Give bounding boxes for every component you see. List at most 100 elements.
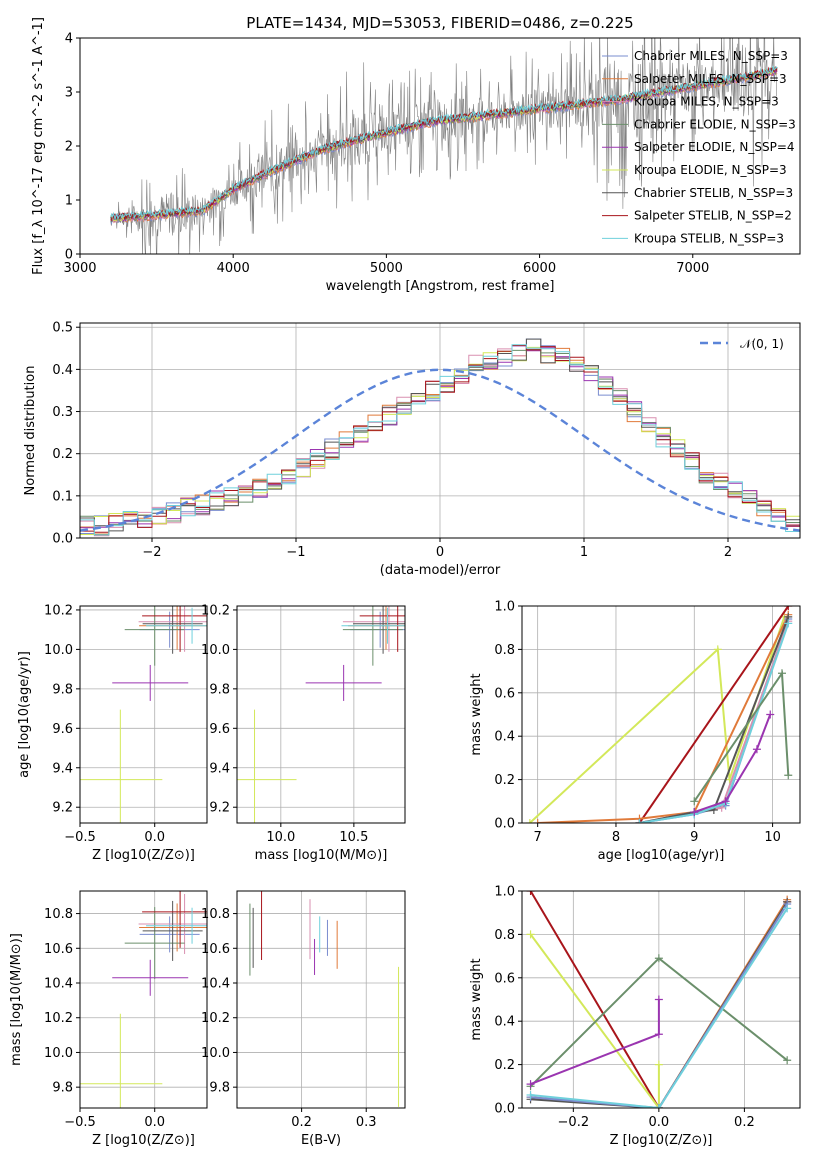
y-tick-label: 4 — [65, 32, 73, 47]
y-tick-label: 0.5 — [52, 321, 73, 336]
x-tick-label: 0.0 — [144, 1115, 165, 1130]
weight-series-8 — [693, 714, 772, 814]
x-tick-label: 10 — [764, 830, 781, 845]
weight-marker — [654, 1030, 663, 1039]
x-tick-label: 4000 — [217, 261, 250, 276]
y-tick-label: 9.8 — [209, 682, 230, 697]
y-tick-label: 0.4 — [52, 363, 73, 378]
weight-marker — [525, 819, 534, 823]
y-tick-label: 9.2 — [52, 801, 73, 816]
y-tick-label: 10.0 — [201, 1046, 230, 1061]
legend-label: Salpeter ELODIE, N_SSP=4 — [634, 140, 795, 154]
weight-series-5 — [639, 620, 790, 823]
panel-1: 3000 4000 5000 6000 7000 0 1 2 3 4 PLATE=1434, MJD… — [31, 14, 801, 294]
x-axis-label: wavelength [Angstrom, rest frame] — [326, 279, 555, 294]
y-tick-label: 0.2 — [494, 773, 515, 788]
weight-series-1 — [529, 616, 786, 823]
legend-label: Salpeter MILES, N_SSP=3 — [634, 72, 787, 86]
x-axis-label: (data-model)/error — [380, 563, 501, 578]
x-axis-label: Z [log10(Z/Z⊙)] — [92, 1133, 195, 1148]
y-tick-label: 0 — [65, 248, 73, 263]
weight-marker — [766, 710, 775, 719]
y-tick-label: 0.6 — [494, 971, 515, 986]
x-tick-label: −0.2 — [558, 1115, 590, 1130]
y-tick-label: 10.2 — [44, 603, 73, 618]
x-tick-label: 6000 — [523, 261, 556, 276]
plot-area — [110, 38, 778, 254]
y-tick-label: 0.0 — [52, 532, 73, 547]
y-tick-label: 10.2 — [201, 1011, 230, 1026]
weight-series-3 — [537, 614, 790, 823]
y-tick-label: 9.8 — [52, 682, 73, 697]
x-axis-label: age [log10(age/yr)] — [598, 848, 725, 863]
observed-spectrum — [110, 38, 777, 254]
panel-2: −2 −1 0 1 2 0.0 0.1 0.2 0.3 0.4 0.5 (data-model)/er… — [23, 321, 801, 578]
legend-label: Kroupa MILES, N_SSP=3 — [634, 95, 779, 109]
y-tick-label: 0.2 — [52, 447, 73, 462]
y-axis-label: Flux [f_λ 10^-17 erg cm^-2 s^-1 A^-1] — [31, 17, 46, 275]
weight-marker — [784, 619, 793, 628]
y-tick-label: 10.8 — [44, 907, 73, 922]
y-tick-label: 10.0 — [201, 643, 230, 658]
x-tick-label: 0.2 — [291, 1115, 312, 1130]
y-tick-label: 1.0 — [494, 600, 515, 615]
y-tick-label: 10.6 — [201, 942, 230, 957]
legend-label: Chabrier STELIB, N_SSP=3 — [634, 186, 793, 200]
weight-series-7 — [639, 623, 790, 823]
weight-marker — [526, 1090, 535, 1099]
panel-5: 7 8 9 10 0.0 0.2 0.4 0.6 0.8 1.0 age [log10(age/yr… — [469, 600, 801, 863]
y-tick-label: 0.6 — [494, 686, 515, 701]
x-tick-label: 0 — [436, 545, 444, 560]
legend-label: 𝒩(0, 1) — [740, 337, 784, 351]
y-tick-label: 0.8 — [494, 928, 515, 943]
weight-marker — [533, 819, 542, 823]
y-tick-label: 10.4 — [201, 977, 230, 992]
y-axis-label: Normed distribution — [23, 366, 38, 496]
legend-label: Chabrier ELODIE, N_SSP=3 — [634, 117, 796, 131]
histogram-series-9 — [80, 344, 800, 536]
y-tick-label: 10.6 — [44, 942, 73, 957]
panel-7: 0.2 0.3 9.8 10.0 10.2 10.4 10.6 10.8 E(B-V) — [201, 890, 406, 1148]
y-axis-label: age [log10(age/yr)] — [17, 651, 32, 778]
weight-marker — [526, 891, 535, 895]
axes-frame — [521, 890, 801, 1109]
axes-frame — [79, 37, 801, 255]
plot-area — [80, 338, 800, 537]
y-tick-label: 9.2 — [209, 801, 230, 816]
axes-frame — [236, 605, 406, 824]
y-tick-label: 0.2 — [494, 1058, 515, 1073]
x-tick-label: 0.3 — [356, 1115, 377, 1130]
y-tick-label: 1 — [65, 194, 73, 209]
y-tick-label: 0.0 — [494, 1102, 515, 1117]
y-tick-label: 9.6 — [209, 722, 230, 737]
x-tick-label: 7000 — [676, 261, 709, 276]
legend-label: Kroupa STELIB, N_SSP=3 — [634, 231, 784, 245]
y-axis-label: mass weight — [469, 958, 484, 1040]
x-tick-label: 0.0 — [649, 1115, 670, 1130]
weight-marker — [654, 1104, 663, 1108]
x-tick-label: −2 — [142, 545, 161, 560]
legend-label: Kroupa ELODIE, N_SSP=3 — [634, 163, 787, 177]
weight-marker — [777, 669, 786, 678]
panel-6: −0.5 0.0 9.8 10.0 10.2 10.4 10.6 10.8 Z [log10(Z… — [9, 890, 208, 1148]
y-tick-label: 0.1 — [52, 489, 73, 504]
model-series-9 — [110, 65, 778, 221]
weight-series-7 — [530, 903, 789, 1108]
x-tick-label: −1 — [286, 545, 305, 560]
y-tick-label: 0.4 — [494, 730, 515, 745]
weight-series-8 — [530, 907, 789, 1108]
weight-marker — [526, 930, 535, 939]
x-tick-label: −0.5 — [64, 830, 96, 845]
y-tick-label: 1.0 — [494, 885, 515, 900]
x-tick-label: 2 — [724, 545, 732, 560]
y-tick-label: 9.4 — [52, 761, 73, 776]
axes-frame — [79, 605, 208, 824]
legend-label: Chabrier MILES, N_SSP=3 — [634, 49, 788, 63]
y-tick-label: 10.8 — [201, 907, 230, 922]
y-axis-label: mass [log10(M/M⊙)] — [9, 933, 24, 1066]
y-tick-label: 0.4 — [494, 1015, 515, 1030]
y-tick-label: 10.0 — [44, 643, 73, 658]
y-tick-label: 9.6 — [52, 722, 73, 737]
y-tick-label: 0.3 — [52, 405, 73, 420]
panel-4: 10.0 10.5 9.2 9.4 9.6 9.8 10.0 10.2 mass [log10(… — [201, 603, 406, 863]
